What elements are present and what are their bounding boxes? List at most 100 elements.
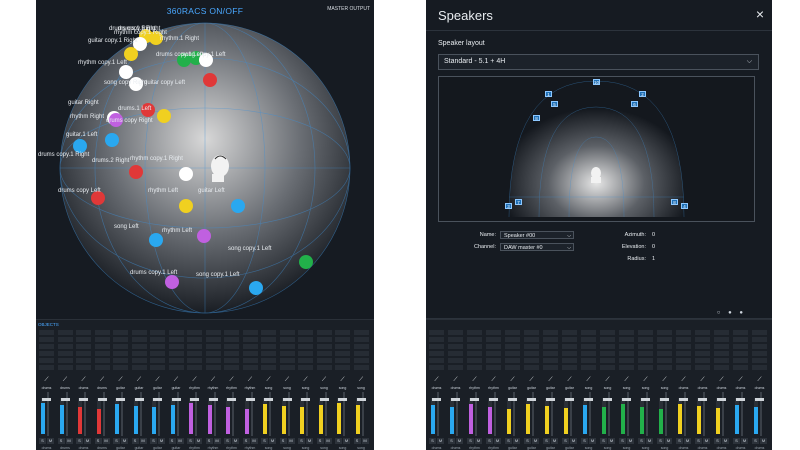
strip-param-cell[interactable] <box>57 365 73 370</box>
strip-param-cell[interactable] <box>131 358 147 363</box>
mute-button[interactable]: M <box>741 438 748 444</box>
strip-param-cell[interactable] <box>113 344 128 349</box>
strip-param-cell[interactable] <box>113 365 128 370</box>
strip-param-cell[interactable] <box>39 330 54 335</box>
master-output-label[interactable]: MASTER OUTPUT <box>327 6 370 12</box>
audio-object[interactable]: rhythm Right <box>70 113 123 127</box>
strip-param-cell[interactable] <box>657 344 672 349</box>
fader-track[interactable] <box>361 392 364 436</box>
fader-track[interactable] <box>456 392 458 436</box>
strip-param-cell[interactable] <box>543 365 558 370</box>
strip-param-cell[interactable] <box>695 337 710 342</box>
fader-knob[interactable] <box>171 398 181 401</box>
audio-object[interactable]: rhythm Left <box>162 228 211 243</box>
strip-param-cell[interactable] <box>76 330 91 335</box>
mute-button[interactable]: M <box>589 438 596 444</box>
pan-icon[interactable]: ⟋ <box>491 377 496 383</box>
strip-param-cell[interactable] <box>600 365 615 370</box>
strip-param-cell[interactable] <box>429 344 444 349</box>
strip-param-cell[interactable] <box>638 365 653 370</box>
mute-button[interactable]: M <box>324 438 332 444</box>
pan-icon[interactable]: ⟋ <box>567 377 572 383</box>
solo-button[interactable]: S <box>150 438 157 444</box>
pan-icon[interactable]: ⟋ <box>700 377 705 383</box>
strip-param-cell[interactable] <box>714 351 729 356</box>
fader-knob[interactable] <box>60 398 70 401</box>
strip-param-cell[interactable] <box>448 358 463 363</box>
mute-button[interactable]: M <box>703 438 710 444</box>
fader-track[interactable] <box>684 392 686 436</box>
fader-knob[interactable] <box>641 398 650 401</box>
strip-param-cell[interactable] <box>467 358 482 363</box>
strip-param-cell[interactable] <box>76 344 91 349</box>
fader-knob[interactable] <box>527 398 536 401</box>
solo-button[interactable]: S <box>57 438 65 444</box>
strip-param-cell[interactable] <box>205 337 221 342</box>
mute-button[interactable]: M <box>456 438 463 444</box>
strip-param-cell[interactable] <box>150 365 165 370</box>
strip-param-cell[interactable] <box>298 358 313 363</box>
mute-button[interactable]: M <box>306 438 313 444</box>
audio-object[interactable]: drums copy.1 Right <box>38 139 90 158</box>
strip-param-cell[interactable] <box>505 365 520 370</box>
mute-button[interactable]: M <box>269 438 276 444</box>
pan-icon[interactable]: ⟋ <box>118 377 123 383</box>
audio-object-dot[interactable] <box>149 31 163 45</box>
fader-track[interactable] <box>722 392 724 436</box>
solo-button[interactable]: S <box>657 438 664 444</box>
fader-knob[interactable] <box>660 398 669 401</box>
pan-icon[interactable]: ⟋ <box>681 377 686 383</box>
strip-param-cell[interactable] <box>562 351 577 356</box>
fader-knob[interactable] <box>679 398 688 401</box>
strip-param-cell[interactable] <box>131 365 147 370</box>
strip-param-cell[interactable] <box>224 358 239 363</box>
audio-object-dot[interactable] <box>249 281 263 295</box>
fader-track[interactable] <box>513 392 515 436</box>
speaker-marker[interactable]: 1 <box>545 91 552 97</box>
strip-param-cell[interactable] <box>131 337 147 342</box>
strip-param-cell[interactable] <box>335 365 350 370</box>
strip-param-cell[interactable] <box>638 344 653 349</box>
strip-param-cell[interactable] <box>600 330 615 335</box>
pan-icon[interactable]: ⟋ <box>62 377 68 383</box>
strip-param-cell[interactable] <box>187 351 202 356</box>
strip-param-cell[interactable] <box>562 344 577 349</box>
fader-knob[interactable] <box>245 398 255 401</box>
strip-param-cell[interactable] <box>168 351 184 356</box>
speaker-marker[interactable]: 3 <box>505 203 512 209</box>
pan-icon[interactable]: ⟋ <box>210 377 216 383</box>
audio-object-dot[interactable] <box>231 199 245 213</box>
strip-param-cell[interactable] <box>224 330 239 335</box>
strip-param-cell[interactable] <box>316 365 332 370</box>
strip-param-cell[interactable] <box>94 365 110 370</box>
solo-button[interactable]: S <box>131 438 139 444</box>
pan-icon[interactable]: ⟋ <box>155 377 160 383</box>
solo-button[interactable]: S <box>486 438 493 444</box>
fader-knob[interactable] <box>208 398 218 401</box>
mute-button[interactable]: M <box>475 438 482 444</box>
strip-param-cell[interactable] <box>150 330 165 335</box>
strip-param-cell[interactable] <box>752 337 767 342</box>
fader-track[interactable] <box>646 392 648 436</box>
strip-param-cell[interactable] <box>261 344 276 349</box>
mute-button[interactable]: M <box>65 438 73 444</box>
pan-icon[interactable]: ⟋ <box>434 377 439 383</box>
strip-param-cell[interactable] <box>714 358 729 363</box>
mute-button[interactable]: M <box>361 438 369 444</box>
strip-param-cell[interactable] <box>676 351 691 356</box>
strip-param-cell[interactable] <box>205 351 221 356</box>
solo-button[interactable]: S <box>543 438 550 444</box>
fader-knob[interactable] <box>227 398 236 401</box>
strip-param-cell[interactable] <box>76 351 91 356</box>
objects-tab[interactable]: OBJECTS <box>38 322 59 327</box>
